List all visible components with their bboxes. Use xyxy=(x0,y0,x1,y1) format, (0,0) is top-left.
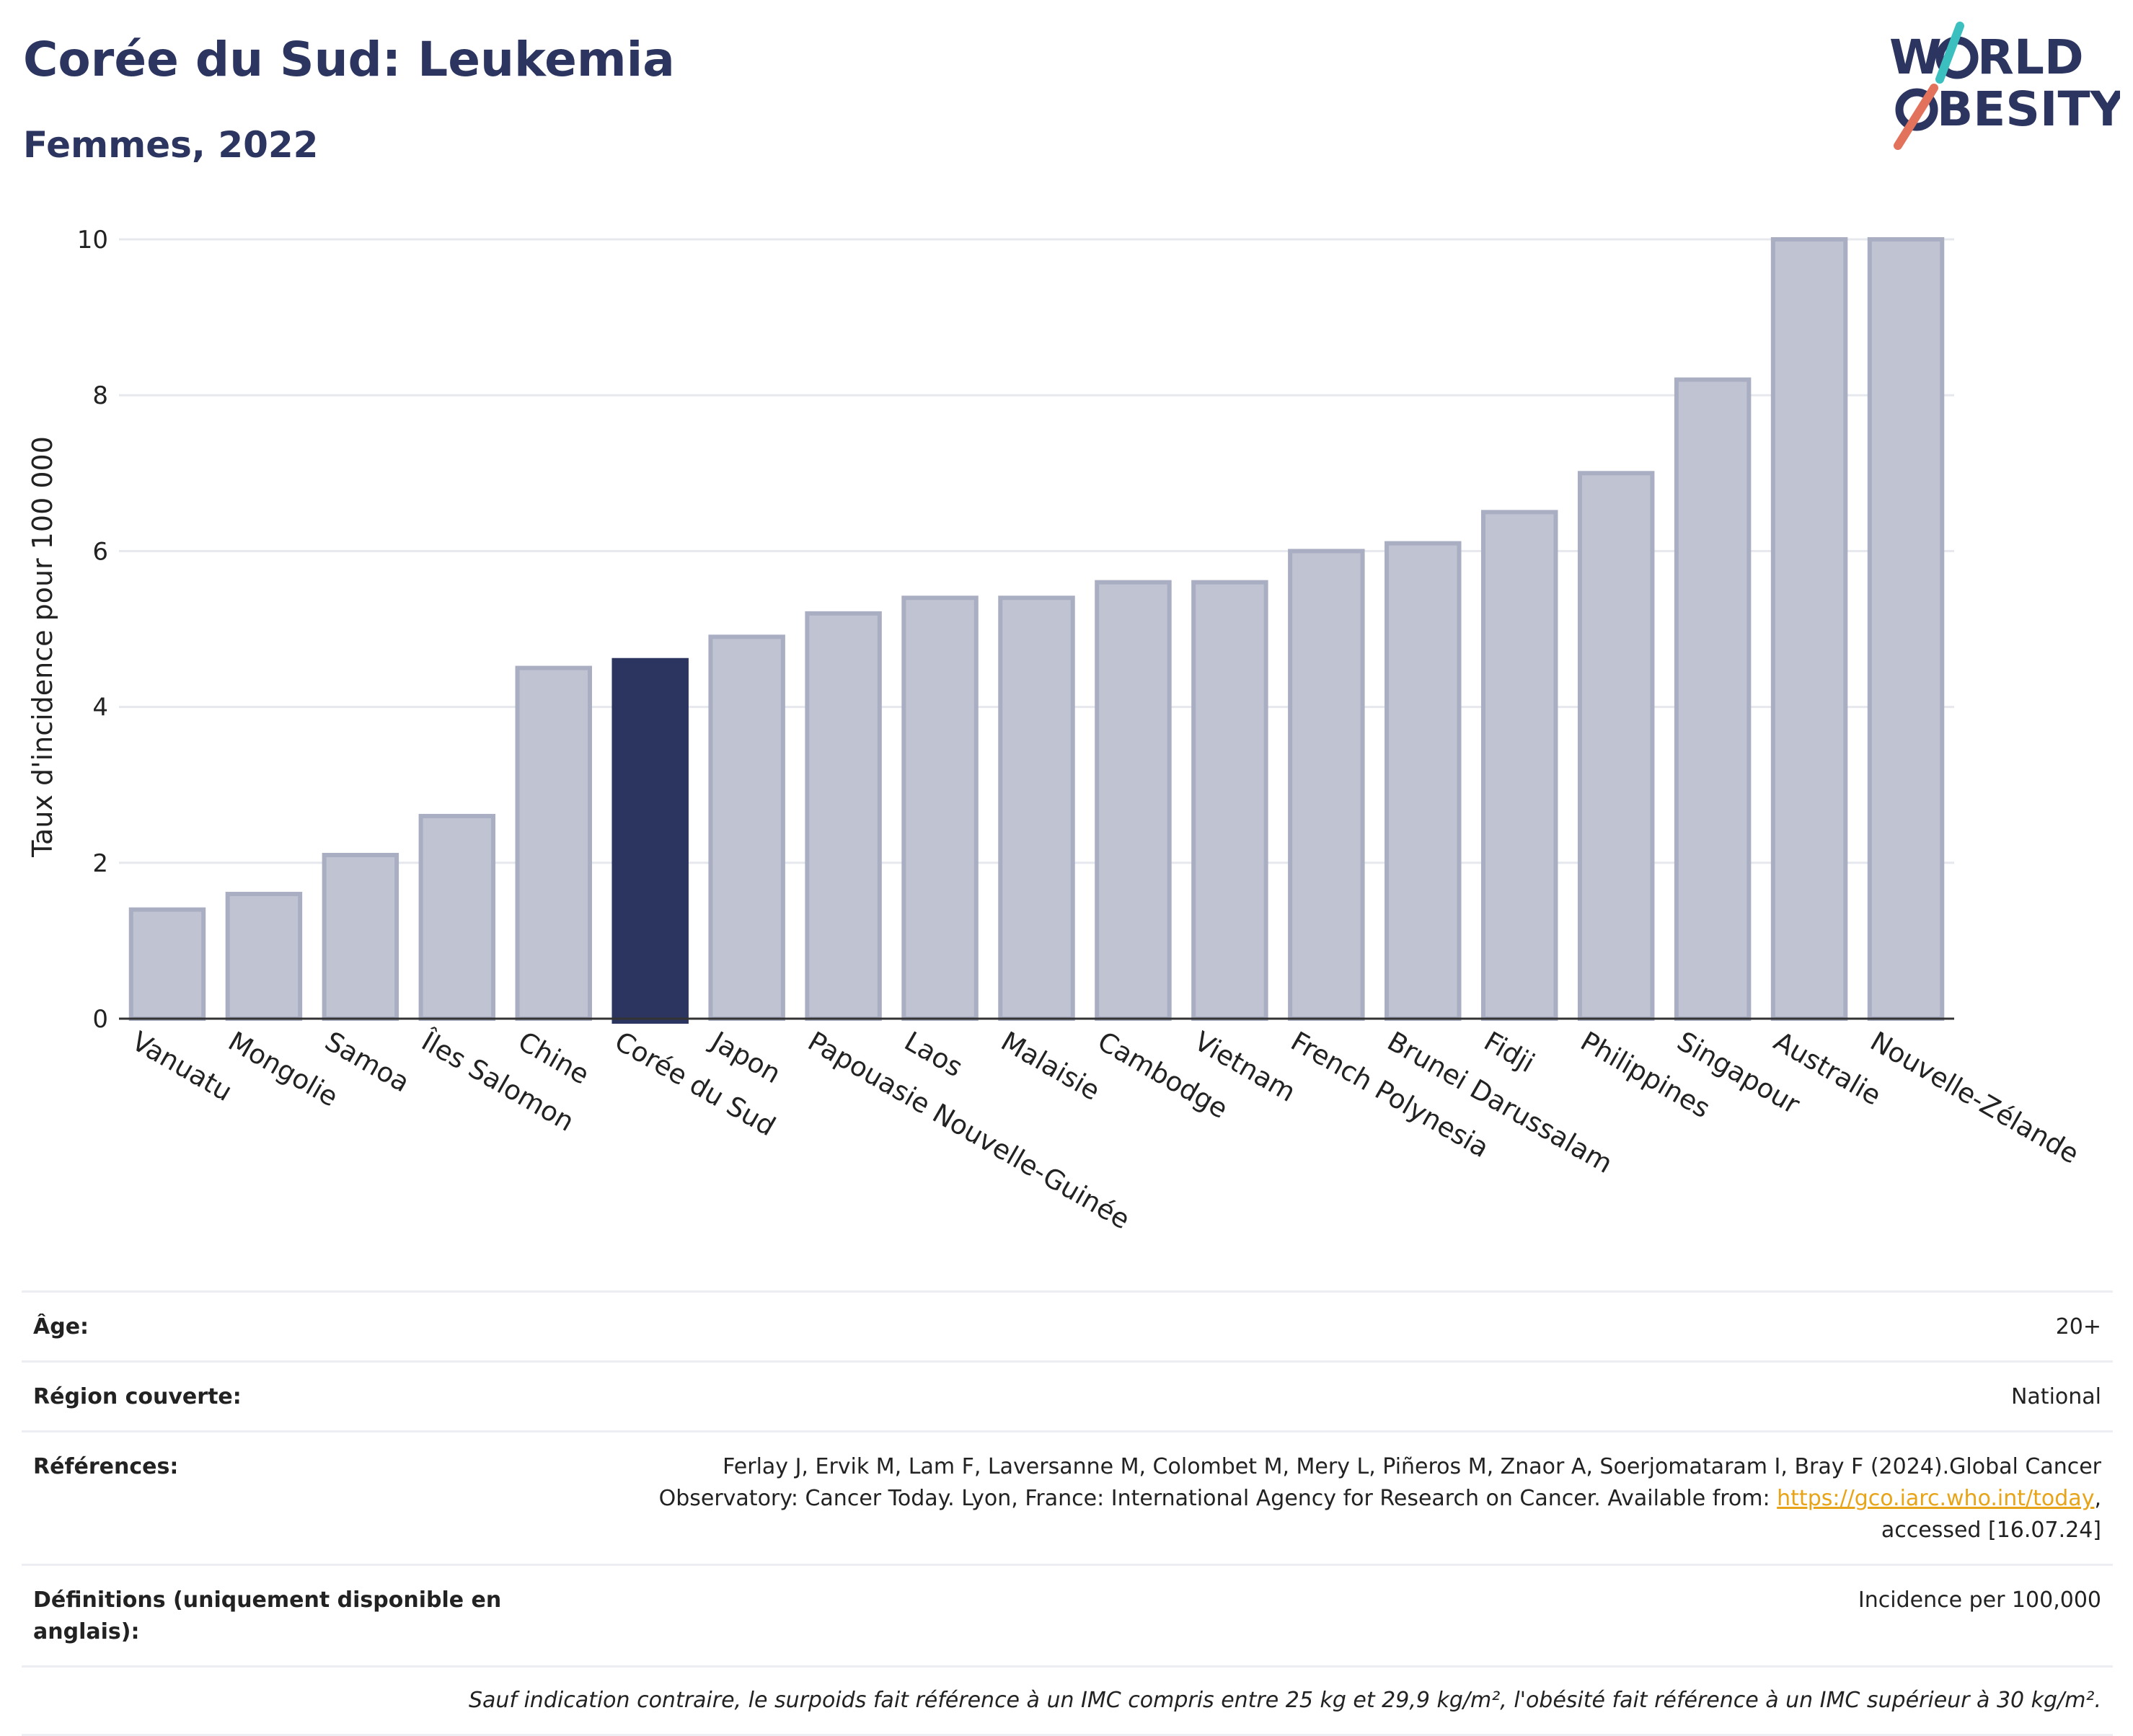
region-label: Région couverte: xyxy=(33,1384,242,1409)
bar-îles-salomon[interactable] xyxy=(418,813,496,1021)
chart-title: Corée du Sud: Leukemia xyxy=(23,32,675,87)
svg-text:RLD: RLD xyxy=(1977,30,2084,85)
y-tick-label: 4 xyxy=(92,694,108,722)
bar-australie[interactable] xyxy=(1770,237,1848,1021)
y-tick-label: 10 xyxy=(77,226,108,254)
bar-papouasie-nouvelle-guinée[interactable] xyxy=(805,611,882,1021)
bar-philippines[interactable] xyxy=(1577,471,1655,1021)
age-value: 20+ xyxy=(2055,1314,2101,1339)
info-row-age: Âge: 20+ xyxy=(22,1290,2113,1360)
bar-malaisie[interactable] xyxy=(998,595,1075,1021)
world-obesity-logo: W RLD BESITY xyxy=(1889,22,2120,150)
x-tick-label: Laos xyxy=(899,1026,968,1084)
chart-subtitle: Femmes, 2022 xyxy=(23,124,319,166)
svg-text:BESITY: BESITY xyxy=(1937,81,2120,137)
references-text-2: Observatory: Cancer Today. Lyon, France:… xyxy=(658,1486,1770,1511)
bar-brunei-darussalam[interactable] xyxy=(1385,541,1462,1021)
x-tick-label: Fidji xyxy=(1479,1026,1540,1079)
y-tick-label: 8 xyxy=(92,381,108,410)
x-tick-label: Corée du Sud xyxy=(609,1026,780,1143)
svg-text:W: W xyxy=(1889,30,1942,85)
bar-vanuatu[interactable] xyxy=(128,907,206,1022)
info-row-references: Références: Ferlay J, Ervik M, Lam F, La… xyxy=(22,1430,2113,1564)
definitions-value: Incidence per 100,000 xyxy=(1858,1587,2101,1613)
bars xyxy=(128,237,1945,1024)
info-row-region: Région couverte: National xyxy=(22,1360,2113,1430)
y-axis-ticks: 0 2 4 6 8 10 xyxy=(77,226,108,1034)
bar-corée-du-sud[interactable] xyxy=(611,657,689,1024)
bar-chine[interactable] xyxy=(515,665,592,1021)
info-table: Âge: 20+ Région couverte: National Référ… xyxy=(22,1290,2113,1736)
references-text-3: accessed [16.07.24] xyxy=(1881,1518,2101,1543)
bar-mongolie[interactable] xyxy=(225,892,303,1022)
x-tick-label: Vanuatu xyxy=(126,1026,237,1108)
bar-fidji[interactable] xyxy=(1481,510,1558,1021)
bar-singapour[interactable] xyxy=(1674,377,1752,1021)
age-label: Âge: xyxy=(33,1314,89,1339)
x-tick-label: Malaisie xyxy=(996,1026,1105,1107)
y-tick-label: 2 xyxy=(92,849,108,878)
references-label: Références: xyxy=(33,1454,179,1479)
region-value: National xyxy=(2010,1384,2101,1409)
bar-laos[interactable] xyxy=(901,595,979,1021)
x-tick-label: Nouvelle-Zélande xyxy=(1865,1026,2085,1170)
y-tick-label: 6 xyxy=(92,537,108,566)
references-link[interactable]: https://gco.iarc.who.int/today xyxy=(1777,1486,2095,1511)
bar-nouvelle-zélande[interactable] xyxy=(1867,237,1945,1021)
y-axis-label: Taux d'incidence pour 100 000 xyxy=(27,436,58,858)
bar-samoa[interactable] xyxy=(322,852,399,1021)
references-text-1: Ferlay J, Ervik M, Lam F, Laversanne M, … xyxy=(723,1454,2101,1479)
y-tick-label: 0 xyxy=(92,1005,108,1034)
bar-vietnam[interactable] xyxy=(1191,580,1268,1021)
bar-cambodge[interactable] xyxy=(1095,580,1172,1021)
references-value: Ferlay J, Ervik M, Lam F, Laversanne M, … xyxy=(658,1454,2101,1543)
bar-japon[interactable] xyxy=(708,634,785,1021)
x-tick-label: Mongolie xyxy=(223,1026,343,1113)
bar-french-polynesia[interactable] xyxy=(1288,549,1365,1021)
info-row-definitions: Définitions (uniquement disponible en an… xyxy=(22,1564,2113,1665)
footnote: Sauf indication contraire, le surpoids f… xyxy=(22,1665,2113,1736)
x-tick-label: Papouasie Nouvelle-Guinée xyxy=(803,1026,1135,1236)
definitions-label: Définitions (uniquement disponible en an… xyxy=(33,1587,502,1644)
